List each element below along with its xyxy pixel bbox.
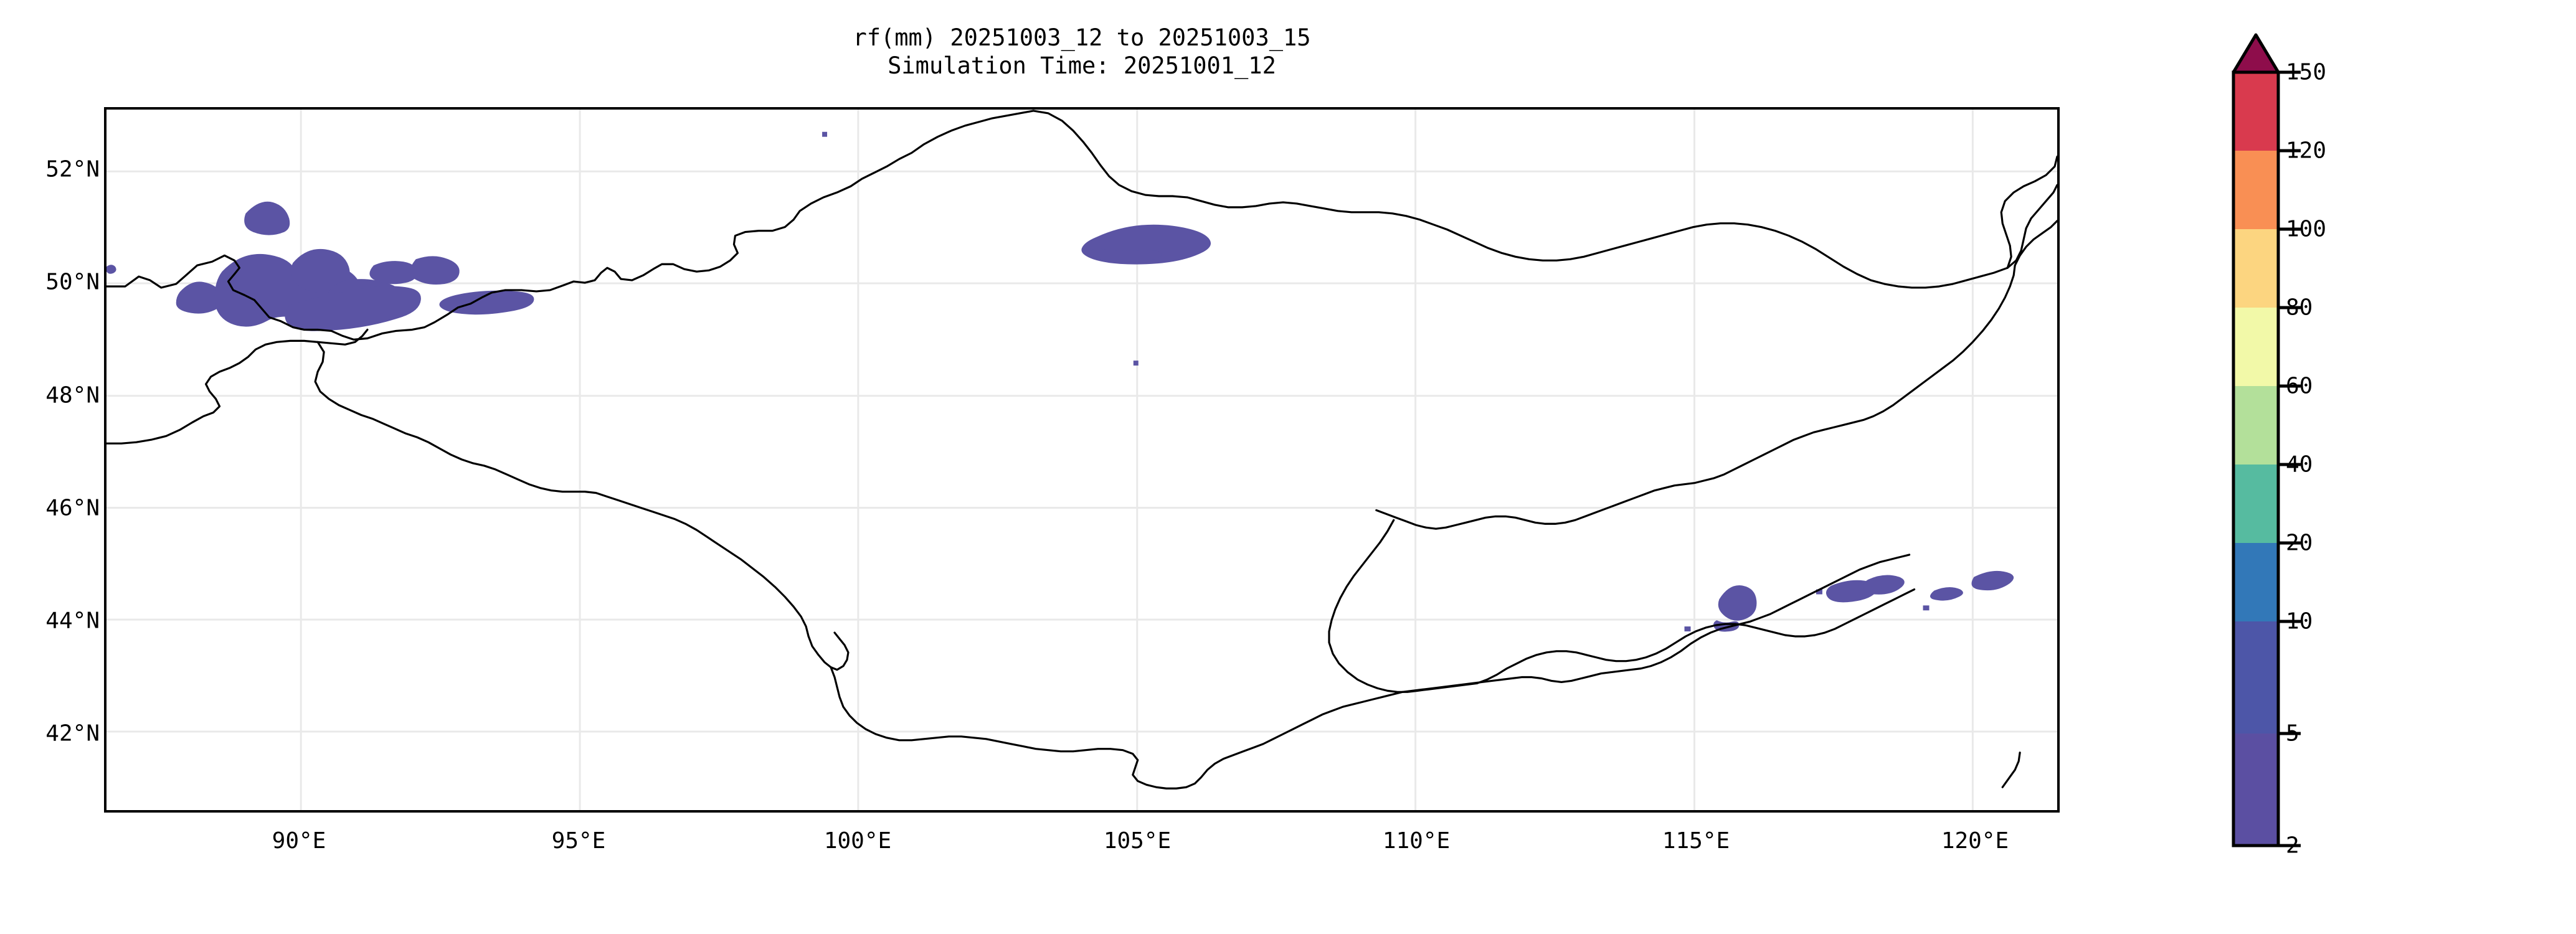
colorbar-tick-80: 80 [2286,295,2313,321]
country-borders [107,110,2057,790]
xtick-label-100e: 100°E [823,828,892,854]
ytick-label-48n: 48°N [45,382,100,408]
map-plot-area [107,110,2057,810]
colorbar-tick-5: 5 [2286,720,2299,747]
colorbar-tick-60: 60 [2286,373,2313,399]
xtick-label-95e: 95°E [551,828,606,854]
map-axes[interactable] [104,107,2060,813]
xtick-label-120e: 120°E [1941,828,2009,854]
title-line-2: Simulation Time: 20251001_12 [888,52,1276,80]
ytick-label-52n: 52°N [45,156,100,182]
colorbar-tick-2: 2 [2286,833,2299,859]
colorbar-tick-100: 100 [2286,216,2327,242]
colorbar-tick-120: 120 [2286,138,2327,164]
title-line-1: rf(mm) 20251003_12 to 20251003_15 [853,24,1311,51]
xtick-label-90e: 90°E [272,828,326,854]
ytick-label-46n: 46°N [45,495,100,521]
ytick-label-44n: 44°N [45,608,100,634]
colorbar[interactable]: 150 120 100 80 60 40 20 10 5 2 [2209,30,2470,902]
xtick-label-115e: 115°E [1662,828,1730,854]
map-gridlines [107,110,2057,810]
border-spur-southeast [2001,752,2021,788]
colorbar-tick-10: 10 [2286,608,2313,634]
colorbar-ticks [2278,70,2301,847]
colorbar-tick-150: 150 [2286,59,2327,85]
xtick-label-105e: 105°E [1103,828,1172,854]
ytick-label-42n: 42°N [45,720,100,747]
rainfall-contour-fill [107,131,2014,632]
colorbar-bands [2233,72,2278,846]
colorbar-tick-20: 20 [2286,530,2313,556]
colorbar-canvas [2232,33,2301,847]
xtick-label-110e: 110°E [1382,828,1451,854]
map-canvas [107,110,2057,810]
chart-title: rf(mm) 20251003_12 to 20251003_15 Simula… [104,24,2060,80]
colorbar-tick-40: 40 [2286,451,2313,478]
colorbar-extend-arrow [2232,33,2280,74]
ytick-label-50n: 50°N [45,269,100,295]
